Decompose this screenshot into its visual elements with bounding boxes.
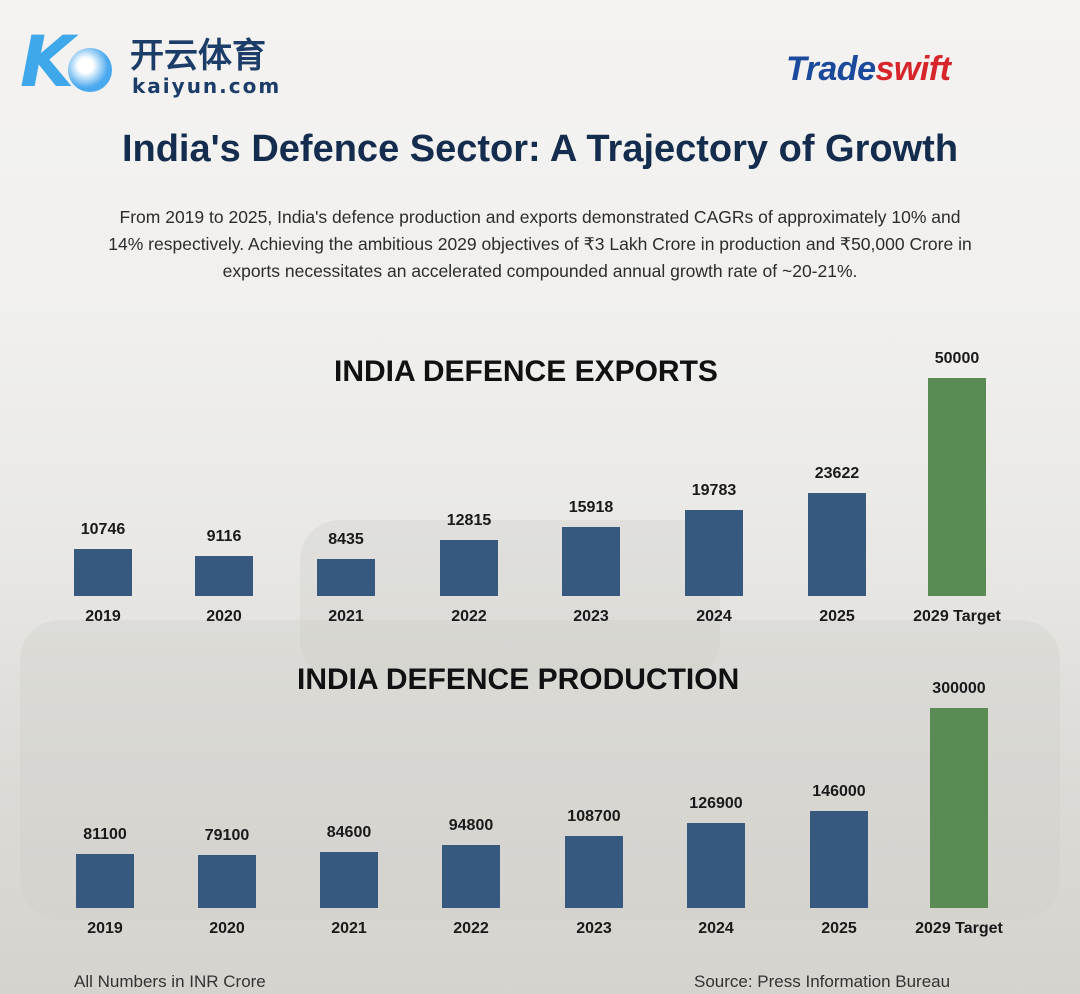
production-category-label: 2023: [576, 920, 612, 937]
production-value-label: 300000: [932, 680, 986, 697]
production-value-label: 94800: [448, 816, 494, 834]
watermark-en: kaiyun.com: [132, 74, 282, 98]
exports-value-label: 8435: [328, 531, 364, 549]
production-category-label: 2021: [331, 920, 367, 937]
background-tank-image: [20, 620, 1060, 920]
page-title: India's Defence Sector: A Trajectory of …: [121, 128, 959, 170]
exports-bar: [928, 378, 986, 596]
production-bar: [198, 855, 256, 908]
production-value-label: 146000: [812, 782, 866, 800]
production-bar: [565, 835, 623, 908]
production-value-label: 84600: [326, 823, 372, 841]
exports-category-label: 2024: [696, 608, 732, 625]
production-bar: [687, 823, 745, 908]
logo-part-trade: Trade: [786, 50, 876, 88]
exports-category-label: 2020: [206, 608, 242, 625]
exports-category-label: 2025: [819, 608, 855, 625]
exports-bar: [685, 509, 743, 596]
exports-value-label: 23622: [814, 465, 860, 482]
production-bar: [930, 708, 988, 908]
exports-category-label: 2023: [573, 608, 609, 625]
exports-category-label: 2019: [85, 608, 121, 625]
exports-bar: [195, 556, 253, 596]
production-value-label: 79100: [204, 827, 250, 845]
watermark-cn: 开云体育: [130, 36, 266, 76]
production-value-label: 81100: [83, 825, 127, 843]
exports-chart-title: INDIA DEFENCE EXPORTS: [334, 355, 718, 388]
exports-category-label: 2021: [328, 608, 364, 625]
logo-part-swift: swift: [875, 50, 951, 88]
tradeswift-logo: Tradeswift: [786, 50, 951, 89]
production-category-label: 2022: [453, 920, 489, 937]
exports-category-label: 2029 Target: [913, 608, 1001, 625]
exports-bar: [440, 540, 498, 596]
exports-category-label: 2022: [451, 608, 487, 625]
production-category-label: 2025: [821, 920, 857, 937]
exports-value-label: 15918: [568, 498, 614, 516]
exports-bar: [562, 526, 620, 596]
exports-value-label: 50000: [934, 350, 980, 367]
units-note: All Numbers in INR Crore: [74, 972, 266, 991]
production-bar: [810, 810, 868, 908]
exports-value-label: 9116: [206, 528, 242, 546]
production-bar: [76, 853, 134, 908]
production-chart-title: INDIA DEFENCE PRODUCTION: [297, 663, 740, 696]
production-category-label: 2020: [209, 920, 245, 937]
description: From 2019 to 2025, India's defence produ…: [108, 207, 972, 281]
production-category-label: 2019: [87, 920, 123, 937]
kaiyun-watermark: K 开云体育 kaiyun.com: [20, 24, 300, 104]
exports-value-label: 19783: [691, 481, 737, 499]
production-bar: [442, 844, 500, 908]
exports-value-label: 10746: [80, 521, 126, 539]
source-note: Source: Press Information Bureau: [694, 972, 951, 991]
exports-value-label: 12815: [446, 512, 492, 530]
production-category-label: 2024: [698, 920, 734, 937]
production-category-label: 2029 Target: [915, 920, 1003, 937]
exports-bar: [74, 549, 132, 596]
production-value-label: 126900: [689, 795, 743, 813]
watermark-k-logo: K: [20, 21, 75, 103]
production-value-label: 108700: [567, 807, 621, 825]
exports-bar: [808, 493, 866, 596]
production-bar: [320, 851, 378, 908]
background-tank-turret: [300, 520, 720, 680]
soccer-ball-icon: [68, 48, 112, 92]
exports-bar: [317, 559, 375, 596]
